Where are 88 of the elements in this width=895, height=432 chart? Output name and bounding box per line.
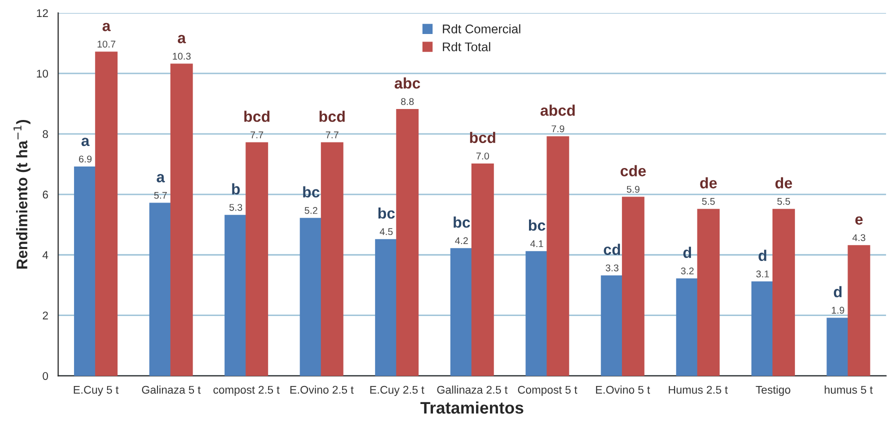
data-label: 3.2: [680, 267, 694, 274]
annotation: bc: [303, 186, 320, 198]
bar: [149, 202, 172, 376]
annotation: d: [758, 250, 766, 262]
bar: [95, 52, 118, 376]
x-tick-label: Humus 2.5 t: [668, 386, 728, 394]
y-tick-label: 4: [42, 251, 48, 259]
bar: [246, 142, 268, 376]
annotation: a: [178, 34, 186, 44]
data-label: 3.3: [606, 264, 618, 272]
x-tick-label: compost 2.5 t: [213, 386, 280, 396]
y-tick-label: 2: [42, 312, 48, 320]
x-axis-title: Tratamientos: [420, 401, 524, 414]
annotation: bcd: [320, 110, 345, 122]
data-label: 5.3: [229, 204, 242, 211]
annotation: de: [700, 177, 717, 188]
y-tick-label: 6: [42, 190, 48, 199]
data-label: 7.7: [250, 132, 264, 138]
annotation: abcd: [540, 104, 575, 116]
bar: [74, 166, 96, 376]
annotation: a: [102, 22, 111, 32]
annotation: bcd: [244, 110, 270, 122]
annotation: abc: [394, 77, 420, 89]
x-tick-label: E.Ovino 5 t: [596, 386, 650, 394]
bar: [526, 251, 548, 376]
annotation: bc: [454, 216, 470, 228]
bar: [375, 239, 398, 376]
annotation: a: [81, 138, 90, 146]
y-tick-label: 0: [42, 372, 48, 380]
x-tick-label: E.Cuy 5 t: [74, 386, 119, 396]
data-label: 4.2: [455, 237, 468, 244]
legend-label: Rdt Total: [442, 42, 490, 52]
annotation: de: [775, 177, 792, 188]
data-label: 7.0: [476, 152, 490, 160]
annotation: bc: [528, 220, 546, 231]
bar: [224, 214, 248, 376]
x-tick-label: Galinaza 5 t: [142, 386, 201, 394]
data-label: 3.1: [756, 270, 769, 278]
data-label: 6.9: [79, 156, 92, 162]
bar: [170, 64, 193, 376]
data-label: 8.8: [401, 98, 414, 106]
data-label: 4.5: [380, 228, 393, 236]
x-tick-label: E.Ovino 2.5 t: [290, 386, 354, 394]
annotation: e: [855, 216, 863, 225]
annotation: bcd: [470, 132, 496, 144]
bar: [600, 275, 624, 376]
data-label: 4.3: [852, 234, 866, 242]
data-label: 7.9: [552, 125, 564, 132]
annotation: d: [683, 246, 692, 258]
bar: [396, 109, 419, 376]
bar: [772, 208, 795, 376]
data-label: 5.5: [702, 198, 715, 205]
bar: [450, 248, 473, 376]
bar: [471, 163, 494, 376]
data-label: 5.9: [626, 186, 640, 193]
bar: [320, 142, 344, 376]
data-label: 10.7: [98, 40, 116, 48]
legend-label: Rdt Comercial: [442, 24, 520, 34]
data-label: 1.9: [832, 306, 844, 314]
data-label: 5.5: [777, 198, 790, 205]
y-tick-label: 12: [36, 9, 48, 17]
bar: [751, 281, 774, 376]
annotation: a: [156, 174, 165, 182]
y-axis-title: Rendimiento (t ha$^{−1}$): [14, 120, 30, 269]
bar: [546, 136, 570, 376]
x-tick-label: Compost 5 t: [518, 386, 578, 396]
bar: [826, 318, 850, 376]
data-label: 7.7: [326, 132, 338, 138]
bar: [622, 196, 644, 376]
annotation: d: [834, 286, 842, 298]
annotation: cde: [620, 165, 646, 176]
data-label: 10.3: [172, 52, 191, 60]
data-label: 4.1: [530, 240, 544, 248]
annotation: bc: [378, 207, 395, 219]
data-label: 5.2: [304, 207, 318, 214]
y-tick-label: 10: [36, 70, 48, 78]
bar: [300, 218, 322, 376]
bar: [848, 245, 870, 376]
x-tick-label: E.Cuy 2.5 t: [370, 386, 424, 396]
x-tick-label: Gallinaza 2.5 t: [437, 386, 508, 394]
bar: [676, 278, 699, 376]
annotation: cd: [604, 244, 620, 255]
x-tick-label: humus 5 t: [824, 386, 873, 394]
y-tick-label: 8: [42, 130, 48, 138]
x-tick-label: Testigo: [756, 386, 790, 396]
data-label: 5.7: [154, 192, 167, 199]
annotation: b: [232, 183, 240, 194]
bar: [697, 208, 720, 376]
